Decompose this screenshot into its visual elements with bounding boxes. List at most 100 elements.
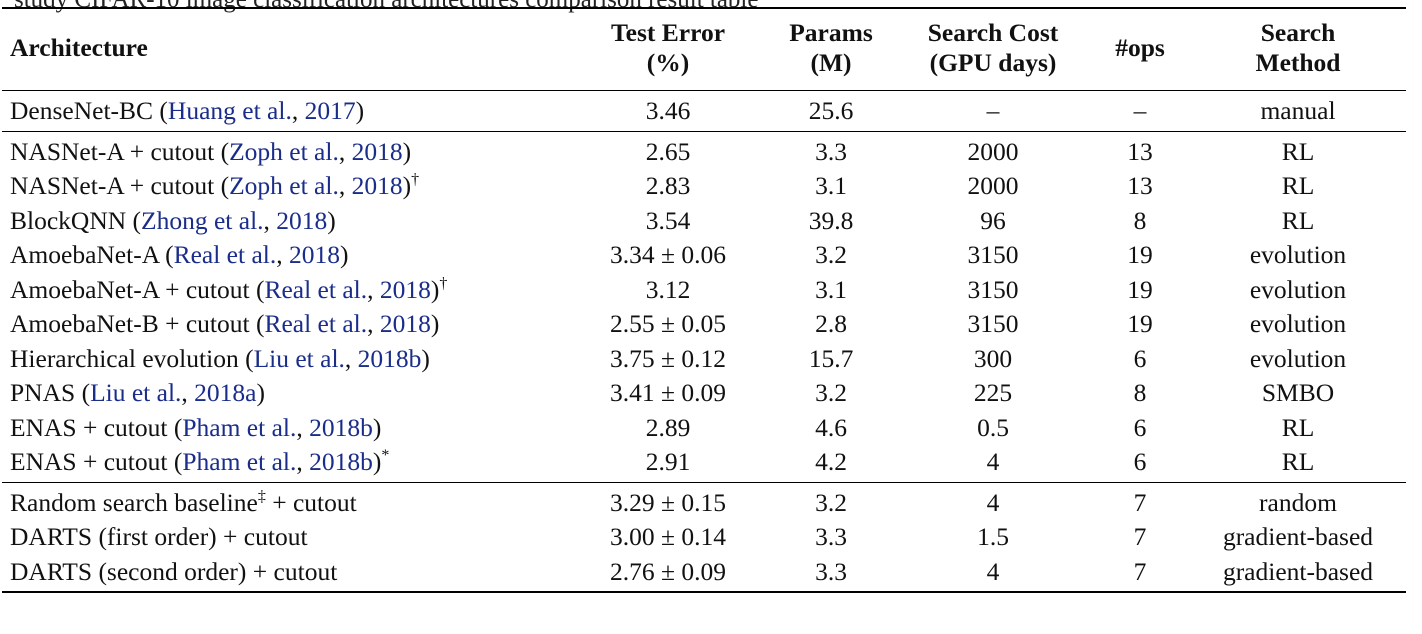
test-error-cell: 3.54 [645, 205, 691, 235]
citation-close: ) [402, 171, 412, 200]
search-cost-cell: 2000 [967, 171, 1019, 200]
citation-year-link[interactable]: 2017 [304, 96, 356, 125]
table-row: ENAS + cutout (Pham et al., 2018b) 2.89 … [2, 411, 1406, 446]
architecture-cell: DenseNet-BC (Huang et al., 2017) [2, 91, 570, 132]
search-cost-cell: 3150 [967, 309, 1019, 338]
search-method-cell: evolution [1249, 343, 1347, 373]
citation-year-link[interactable]: 2018 [379, 274, 431, 304]
architecture-name: NASNet-A + cutout ( [10, 136, 230, 166]
header-ops: #ops [1115, 33, 1165, 62]
params-cell: 39.8 [808, 205, 854, 235]
citation-author-link[interactable]: Real et al. [173, 240, 277, 269]
architecture-cell: AmoebaNet-A + cutout (Real et al., 2018)… [2, 273, 570, 308]
architecture-name: AmoebaNet-B + cutout ( [10, 309, 265, 338]
citation-author-link[interactable]: Pham et al. [182, 412, 297, 442]
results-table: Architecture Test Error (%) Params (M) Sea… [2, 7, 1406, 593]
search-method-cell: random [1259, 487, 1337, 517]
citation-year-link[interactable]: 2018 [379, 309, 431, 338]
citation-year-link[interactable]: 2018 [351, 171, 403, 200]
citation-separator: , [367, 274, 380, 304]
header-params-line1: Params [789, 18, 873, 47]
test-error-cell: 3.34 ± 0.06 [610, 240, 726, 269]
citation-author-link[interactable]: Huang et al. [167, 96, 292, 125]
citation-author-link[interactable]: Zoph et al. [229, 171, 339, 200]
citation-author-link[interactable]: Zhong et al. [141, 205, 264, 235]
citation-author-link[interactable]: Real et al. [264, 274, 368, 304]
params-cell: 2.8 [815, 309, 847, 338]
test-error-cell: 2.89 [645, 412, 691, 442]
search-cost-cell: 3150 [967, 274, 1019, 304]
citation-year-link[interactable]: 2018 [351, 136, 403, 166]
search-cost-cell: 4 [986, 556, 1000, 586]
citation-year-link[interactable]: 2018 [276, 205, 328, 235]
test-error-cell: 3.00 ± 0.14 [610, 522, 726, 551]
architecture-cell: AmoebaNet-A (Real et al., 2018) [2, 238, 570, 273]
citation-author-link[interactable]: Zoph et al. [229, 136, 339, 166]
citation-close: ) [421, 343, 430, 373]
test-error-cell: 2.83 [645, 171, 691, 200]
citation-separator: , [296, 412, 310, 442]
test-error-cell: 2.76 ± 0.09 [610, 556, 726, 586]
architecture-name: DARTS (second order) + cutout [10, 556, 338, 586]
citation-author-link[interactable]: Liu et al. [253, 343, 345, 373]
ops-cell: 7 [1133, 522, 1147, 551]
footnote-mark: † [439, 274, 448, 292]
architecture-cell: PNAS (Liu et al., 2018a) [2, 376, 570, 411]
params-cell: 25.6 [808, 96, 854, 125]
architecture-cell: BlockQNN (Zhong et al., 2018) [2, 204, 570, 239]
architecture-name: Random search baseline [10, 487, 258, 517]
citation-year-link[interactable]: 2018a [194, 378, 257, 407]
params-cell: 3.2 [815, 378, 847, 407]
header-test-error: Test Error (%) [570, 8, 766, 91]
architecture-cell: Hierarchical evolution (Liu et al., 2018… [2, 342, 570, 377]
header-test-error-line2: (%) [646, 48, 690, 77]
citation-year-link[interactable]: 2018b [309, 447, 373, 476]
citation-close: ) [355, 96, 365, 125]
ops-cell: 19 [1127, 309, 1153, 338]
footnote-mark: † [411, 171, 420, 188]
group-nas-baselines: NASNet-A + cutout (Zoph et al., 2018) 2.… [2, 131, 1406, 482]
citation-year-link[interactable]: 2018b [357, 343, 422, 373]
header-test-error-line1: Test Error [610, 18, 726, 47]
table-row: Hierarchical evolution (Liu et al., 2018… [2, 342, 1406, 377]
citation-close: ) [430, 309, 440, 338]
citation-year-link[interactable]: 2018 [289, 240, 340, 269]
architecture-name: AmoebaNet-A ( [10, 240, 174, 269]
citation-close: ) [340, 240, 349, 269]
search-cost-cell: 4 [986, 487, 1000, 517]
citation-year-link[interactable]: 2018b [309, 412, 373, 442]
table-row: AmoebaNet-A (Real et al., 2018) 3.34 ± 0… [2, 238, 1406, 273]
header-search-cost-line2: (GPU days) [929, 48, 1057, 77]
search-method-cell: evolution [1249, 240, 1347, 269]
test-error-cell: 2.65 [645, 136, 691, 166]
header-search-method-line2: Method [1255, 48, 1341, 77]
citation-close: ) [256, 378, 265, 407]
params-cell: 3.3 [815, 522, 847, 551]
citation-close: ) [372, 447, 382, 476]
citation-separator: , [263, 205, 277, 235]
architecture-name: DARTS (first order) + cutout [10, 522, 308, 551]
params-cell: 3.2 [815, 487, 847, 517]
architecture-cell: NASNet-A + cutout (Zoph et al., 2018) [2, 131, 570, 169]
params-cell: 4.2 [815, 447, 847, 476]
citation-author-link[interactable]: Real et al. [264, 309, 368, 338]
footnote-mark: ‡ [257, 487, 266, 505]
params-cell: 15.7 [808, 343, 854, 373]
ops-cell: 13 [1127, 171, 1153, 200]
ops-cell: 7 [1133, 487, 1147, 517]
header-search-cost-line1: Search Cost [927, 18, 1059, 47]
table-header: Architecture Test Error (%) Params (M) Sea… [2, 8, 1406, 91]
test-error-cell: 2.55 ± 0.05 [610, 309, 726, 338]
citation-author-link[interactable]: Liu et al. [90, 378, 182, 407]
citation-close: ) [372, 412, 382, 442]
search-method-cell: evolution [1249, 274, 1347, 304]
footnote-mark: * [381, 447, 390, 464]
table-row: NASNet-A + cutout (Zoph et al., 2018)† 2… [2, 169, 1406, 204]
ops-cell: 8 [1133, 205, 1147, 235]
ops-cell: 8 [1133, 378, 1147, 407]
search-cost-cell: 1.5 [977, 522, 1009, 551]
search-cost-cell: 3150 [967, 240, 1019, 269]
search-cost-cell: 2000 [967, 136, 1019, 166]
citation-close: ) [430, 274, 440, 304]
citation-author-link[interactable]: Pham et al. [182, 447, 297, 476]
